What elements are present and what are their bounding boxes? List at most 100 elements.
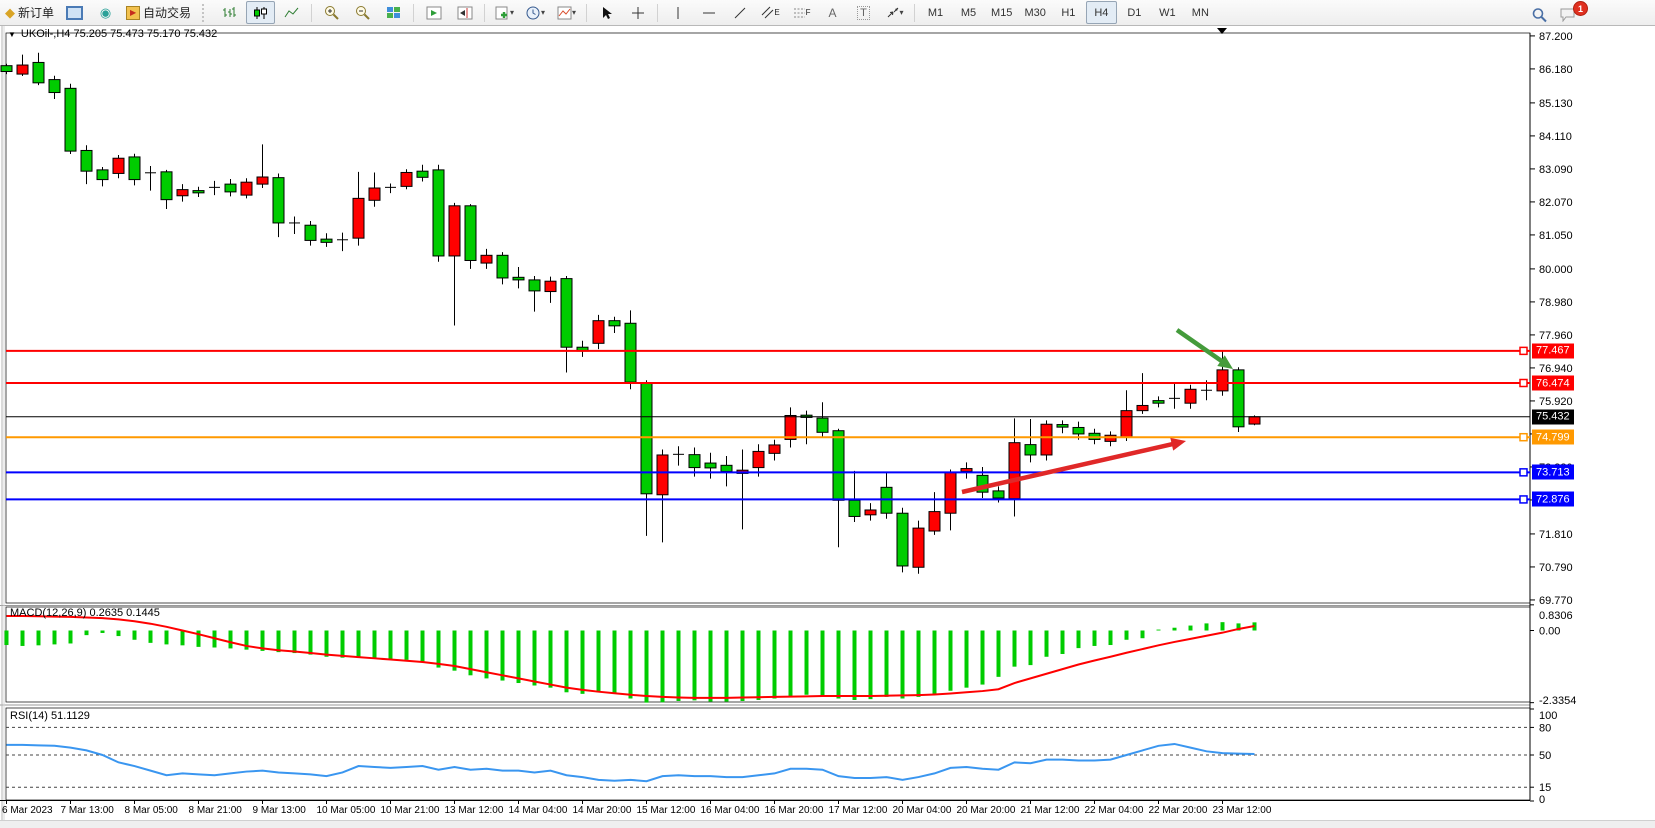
line-anchor-marker (1519, 468, 1528, 477)
market-watch-button[interactable] (60, 1, 89, 24)
price-line-tag: 73.713 (1532, 464, 1574, 480)
rsi-line (6, 742, 1255, 783)
equidistant-channel-tool[interactable]: E (756, 1, 785, 24)
new-order-icon: ◆ (5, 5, 15, 20)
timeframe-m5[interactable]: M5 (960, 6, 977, 19)
timeframe-m15[interactable]: M15 (991, 6, 1013, 19)
clock-icon (526, 6, 540, 19)
vertical-line-icon (677, 6, 679, 19)
price-tick-label: 76.940 (1539, 363, 1573, 375)
level-lines[interactable] (6, 346, 1530, 504)
crosshair-icon (631, 6, 644, 19)
bar-chart-button[interactable] (215, 1, 244, 24)
rsi-indicator-label: RSI(14) 51.1129 (10, 710, 90, 722)
time-tick-label: 10 Mar 05:00 (316, 805, 376, 816)
trendline-tool[interactable] (725, 1, 754, 24)
monitor-icon (66, 5, 84, 20)
trendline-icon (734, 7, 745, 18)
dropdown-caret: ▾ (510, 8, 515, 17)
signals-button[interactable]: ◉ (91, 1, 120, 24)
macd-axis-label: 0.8306 (1539, 610, 1573, 622)
indicators-icon (557, 6, 572, 19)
new-order-button[interactable]: ◆ 新订单 (1, 1, 58, 24)
autotrading-button[interactable]: ▶ 自动交易 (122, 1, 195, 24)
toolbar-separator (311, 3, 313, 22)
price-tick-label: 83.090 (1539, 164, 1573, 176)
timeframe-w1[interactable]: W1 (1159, 6, 1176, 19)
panel-border (5, 606, 1531, 703)
arrows-tool[interactable]: ▾ (880, 1, 909, 24)
periodicity-button[interactable]: ▾ (521, 1, 550, 24)
rsi-axis-label: 80 (1539, 722, 1551, 734)
auto-scroll-icon (426, 6, 442, 19)
zoom-in-button[interactable] (317, 1, 346, 24)
timeframe-mn[interactable]: MN (1191, 6, 1209, 19)
price-line-tag: 76.474 (1532, 375, 1574, 391)
time-tick-label: 20 Mar 04:00 (892, 805, 952, 816)
horizontal-line-tool[interactable] (694, 1, 723, 24)
zoom-out-button[interactable] (348, 1, 377, 24)
timeframe-m30[interactable]: M30 (1024, 6, 1046, 19)
timeframe-h1[interactable]: H1 (1061, 6, 1076, 19)
macd-axis-label: 0.00 (1539, 626, 1560, 638)
time-tick-label: 8 Mar 21:00 (188, 805, 242, 816)
toolbar-separator (413, 3, 415, 22)
price-tick-label: 82.070 (1539, 197, 1573, 209)
time-axis[interactable] (0, 800, 1530, 805)
toolbar-grip (202, 3, 210, 22)
dropdown-caret: ▾ (541, 8, 546, 17)
time-tick-label: 10 Mar 21:00 (380, 805, 440, 816)
chat-button[interactable]: 1 (1552, 1, 1588, 25)
text-label-tool[interactable]: T (849, 1, 878, 24)
panel-border (5, 32, 1531, 604)
line-anchor-marker (1519, 432, 1528, 442)
timeframe-d1[interactable]: D1 (1127, 6, 1142, 19)
new-chart-button[interactable]: ▾ (490, 1, 519, 24)
cursor-icon (603, 6, 613, 19)
chart-canvas[interactable]: 87.200 86.180 85.130 84.110 83.090 82.070 81.0… (0, 26, 1655, 820)
crosshair-button[interactable] (623, 1, 652, 24)
fibonacci-tool[interactable]: F (787, 1, 816, 24)
zoom-in-icon (324, 6, 339, 20)
toolbar-separator (586, 3, 588, 22)
vertical-line-tool[interactable] (663, 1, 692, 24)
autotrading-icon: ▶ (126, 5, 141, 20)
line-anchor-marker (1519, 495, 1528, 504)
search-button[interactable] (1525, 3, 1554, 26)
time-tick-label: 16 Mar 20:00 (764, 805, 824, 816)
chart-area[interactable]: 87.200 86.180 85.130 84.110 83.090 82.070 81.0… (0, 26, 1655, 820)
timeframe-h4[interactable]: H4 (1085, 1, 1117, 24)
price-axis[interactable]: 87.200 86.180 85.130 84.110 83.090 82.070 81.0… (1530, 31, 1573, 607)
price-tick-label: 78.980 (1539, 297, 1573, 309)
price-tick-label: 71.810 (1539, 529, 1573, 541)
symbol-title: ▼ UKOil-,H4 75.205 75.473 75.170 75.432 (8, 28, 217, 40)
tile-windows-button[interactable] (379, 1, 408, 24)
time-tick-label: 23 Mar 12:00 (1212, 805, 1272, 816)
time-tick-label: 14 Mar 20:00 (572, 805, 632, 816)
line-chart-button[interactable] (277, 1, 306, 24)
one-click-trading-caret[interactable]: ▼ (8, 29, 16, 39)
text-tool[interactable]: A (818, 1, 847, 24)
price-tick-label: 81.050 (1539, 230, 1573, 242)
channel-icon (762, 6, 774, 19)
time-tick-label: 16 Mar 04:00 (700, 805, 760, 816)
rsi-axis-label: 0 (1539, 794, 1545, 806)
channel-letter: E (774, 8, 780, 17)
cursor-button[interactable] (592, 1, 621, 24)
arrow-objects-icon (887, 7, 898, 18)
chart-shift-button[interactable] (450, 1, 479, 24)
indicators-button[interactable]: ▾ (552, 1, 581, 24)
auto-scroll-button[interactable] (419, 1, 448, 24)
timeframe-m1[interactable]: M1 (927, 6, 944, 19)
green-down-arrow[interactable] (1175, 328, 1233, 369)
time-tick-label: 6 Mar 2023 (2, 805, 53, 816)
dropdown-caret: ▾ (899, 8, 904, 17)
chart-shift-marker[interactable] (1217, 28, 1227, 34)
fibo-letter: F (805, 8, 811, 17)
macd-indicator-label: MACD(12,26,9) 0.2635 0.1445 (10, 607, 160, 619)
rsi-axis-label: 15 (1539, 782, 1551, 794)
zoom-out-icon (355, 6, 370, 20)
search-icon (1532, 7, 1547, 22)
candlestick-chart-button[interactable] (246, 1, 276, 24)
red-up-arrow[interactable] (961, 437, 1186, 495)
